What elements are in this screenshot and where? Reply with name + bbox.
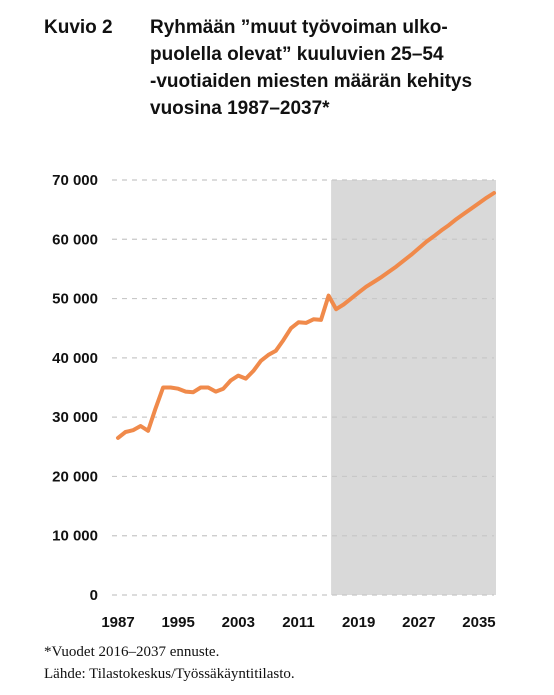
data-point — [402, 259, 406, 263]
data-point — [484, 196, 489, 200]
data-point — [394, 264, 398, 269]
data-point — [342, 302, 346, 307]
data-point — [259, 359, 263, 363]
data-point — [372, 280, 376, 284]
data-point — [199, 385, 203, 390]
data-point — [154, 406, 158, 410]
data-point — [364, 285, 368, 289]
data-point — [214, 390, 218, 394]
data-point — [469, 206, 474, 211]
data-point — [447, 223, 451, 227]
y-tick-label: 50 000 — [52, 291, 98, 308]
data-point — [296, 320, 301, 324]
y-tick-label: 70 000 — [52, 172, 98, 189]
data-point — [123, 430, 128, 434]
data-points — [116, 191, 496, 440]
data-point — [116, 436, 120, 440]
figure-label: Kuvio 2 — [44, 17, 113, 38]
x-tick-label: 1987 — [101, 614, 134, 631]
data-point — [492, 191, 496, 195]
data-point — [251, 369, 255, 373]
x-tick-label: 2027 — [402, 614, 435, 631]
data-point — [357, 291, 361, 295]
x-tick-label: 2019 — [342, 614, 375, 631]
data-point — [221, 387, 225, 391]
data-point — [334, 307, 338, 311]
y-tick-label: 40 000 — [52, 350, 98, 367]
data-point — [131, 428, 135, 432]
x-axis-tick-labels: 1987 1995 2003 2011 2019 2027 2035 — [101, 614, 495, 631]
data-point — [409, 253, 413, 257]
y-tick-label: 60 000 — [52, 231, 98, 248]
data-point — [244, 377, 248, 381]
data-point — [289, 326, 293, 330]
y-tick-label: 10 000 — [52, 528, 98, 545]
data-point — [304, 321, 308, 325]
data-point — [229, 378, 233, 382]
data-point — [424, 240, 428, 244]
data-point — [462, 212, 466, 216]
x-tick-label: 2003 — [222, 614, 255, 631]
data-point — [379, 275, 383, 279]
chart-title-line: vuosina 1987–2037* — [150, 98, 330, 119]
gridlines — [112, 179, 494, 596]
chart-title-line: puolella olevat” kuuluvien 25–54 — [150, 44, 444, 65]
x-tick-label: 1995 — [161, 614, 194, 631]
y-axis-tick-labels: 0 10 000 20 000 30 000 40 000 50 000 60 000 70 … — [52, 172, 98, 604]
data-point — [191, 390, 195, 394]
data-point — [432, 234, 436, 238]
x-tick-label: 2035 — [462, 614, 495, 631]
data-point — [387, 270, 391, 274]
source-note: Lähde: Tilastokeskus/Työssäkäyntitilasto… — [44, 666, 295, 682]
data-point — [206, 385, 210, 390]
chart-title-line: Ryhmään ”muut työvoiman ulko- — [150, 17, 448, 38]
y-tick-label: 20 000 — [52, 468, 98, 485]
footnote: *Vuodet 2016–2037 ennuste. Lähde: Tilast… — [44, 641, 524, 685]
chart-title: Ryhmään ”muut työvoiman ulko- puolella o… — [150, 14, 540, 122]
data-point — [311, 317, 316, 321]
chart-title-line: -vuotiaiden miesten määrän kehitys — [150, 71, 473, 92]
data-point — [169, 385, 173, 390]
data-point — [266, 353, 270, 357]
data-point — [274, 349, 278, 353]
data-point — [319, 318, 323, 322]
y-tick-label: 0 — [90, 587, 98, 604]
data-point — [161, 385, 165, 390]
data-point — [417, 246, 421, 250]
data-point — [176, 387, 180, 391]
data-point — [184, 390, 188, 394]
data-point — [281, 338, 286, 342]
forecast-shading — [331, 180, 496, 595]
data-point — [138, 424, 143, 428]
data-point — [477, 201, 481, 205]
x-tick-label: 2011 — [282, 614, 315, 631]
data-point — [454, 217, 458, 221]
forecast-note: *Vuodet 2016–2037 ennuste. — [44, 644, 220, 660]
y-tick-label: 30 000 — [52, 409, 98, 426]
data-point — [349, 296, 353, 301]
data-point — [439, 228, 443, 232]
data-point — [146, 429, 150, 433]
data-point — [326, 294, 331, 298]
data-point — [236, 374, 240, 378]
